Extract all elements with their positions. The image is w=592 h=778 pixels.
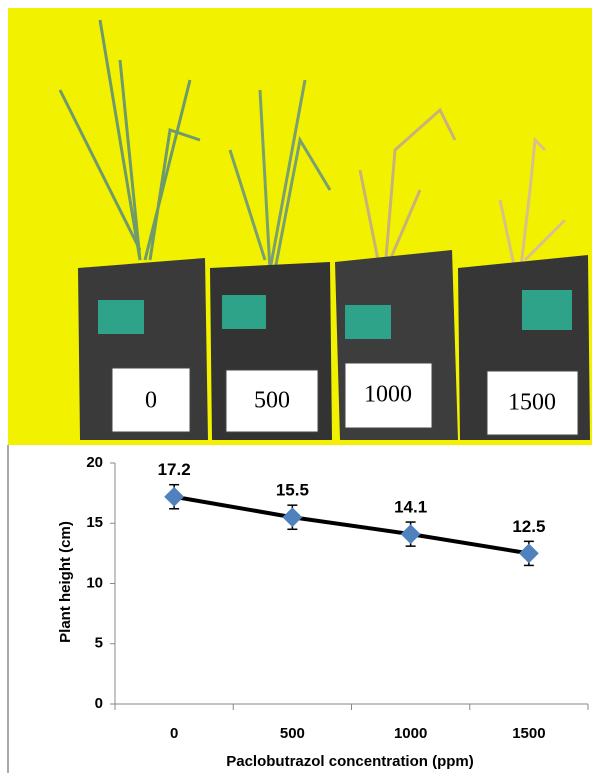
marker <box>401 524 421 544</box>
photo-label: 1500 <box>508 390 556 416</box>
y-tick-label: 15 <box>86 514 103 531</box>
data-label: 12.5 <box>512 517 545 536</box>
photo-label: 1000 <box>364 382 412 408</box>
x-axis-title: Paclobutrazol concentration (ppm) <box>226 753 474 770</box>
marker <box>519 543 539 563</box>
x-tick-label: 0 <box>170 725 178 742</box>
line <box>174 497 529 554</box>
data-label: 17.2 <box>158 460 191 479</box>
photo: 0 500 1000 1500 <box>8 8 592 445</box>
marker <box>164 487 184 507</box>
marker <box>282 507 302 527</box>
data-label: 14.1 <box>394 498 427 517</box>
y-axis-title: Plant height (cm) <box>57 521 74 643</box>
y-tick-label: 5 <box>95 635 103 652</box>
data-label: 15.5 <box>276 481 309 500</box>
figure: 0 500 1000 1500 Plant height (cm) Paclob… <box>0 0 592 773</box>
photo-label: 500 <box>254 388 290 414</box>
x-tick-label: 1000 <box>394 725 427 742</box>
x-tick-label: 500 <box>280 725 305 742</box>
page: {"photo": {"labels": ["0", "500", "1000"… <box>0 0 592 773</box>
y-tick-label: 0 <box>95 695 103 712</box>
y-tick-label: 20 <box>86 454 103 471</box>
x-tick-label: 1500 <box>512 725 545 742</box>
y-tick-label: 10 <box>86 574 103 591</box>
photo-label: 0 <box>145 388 157 414</box>
